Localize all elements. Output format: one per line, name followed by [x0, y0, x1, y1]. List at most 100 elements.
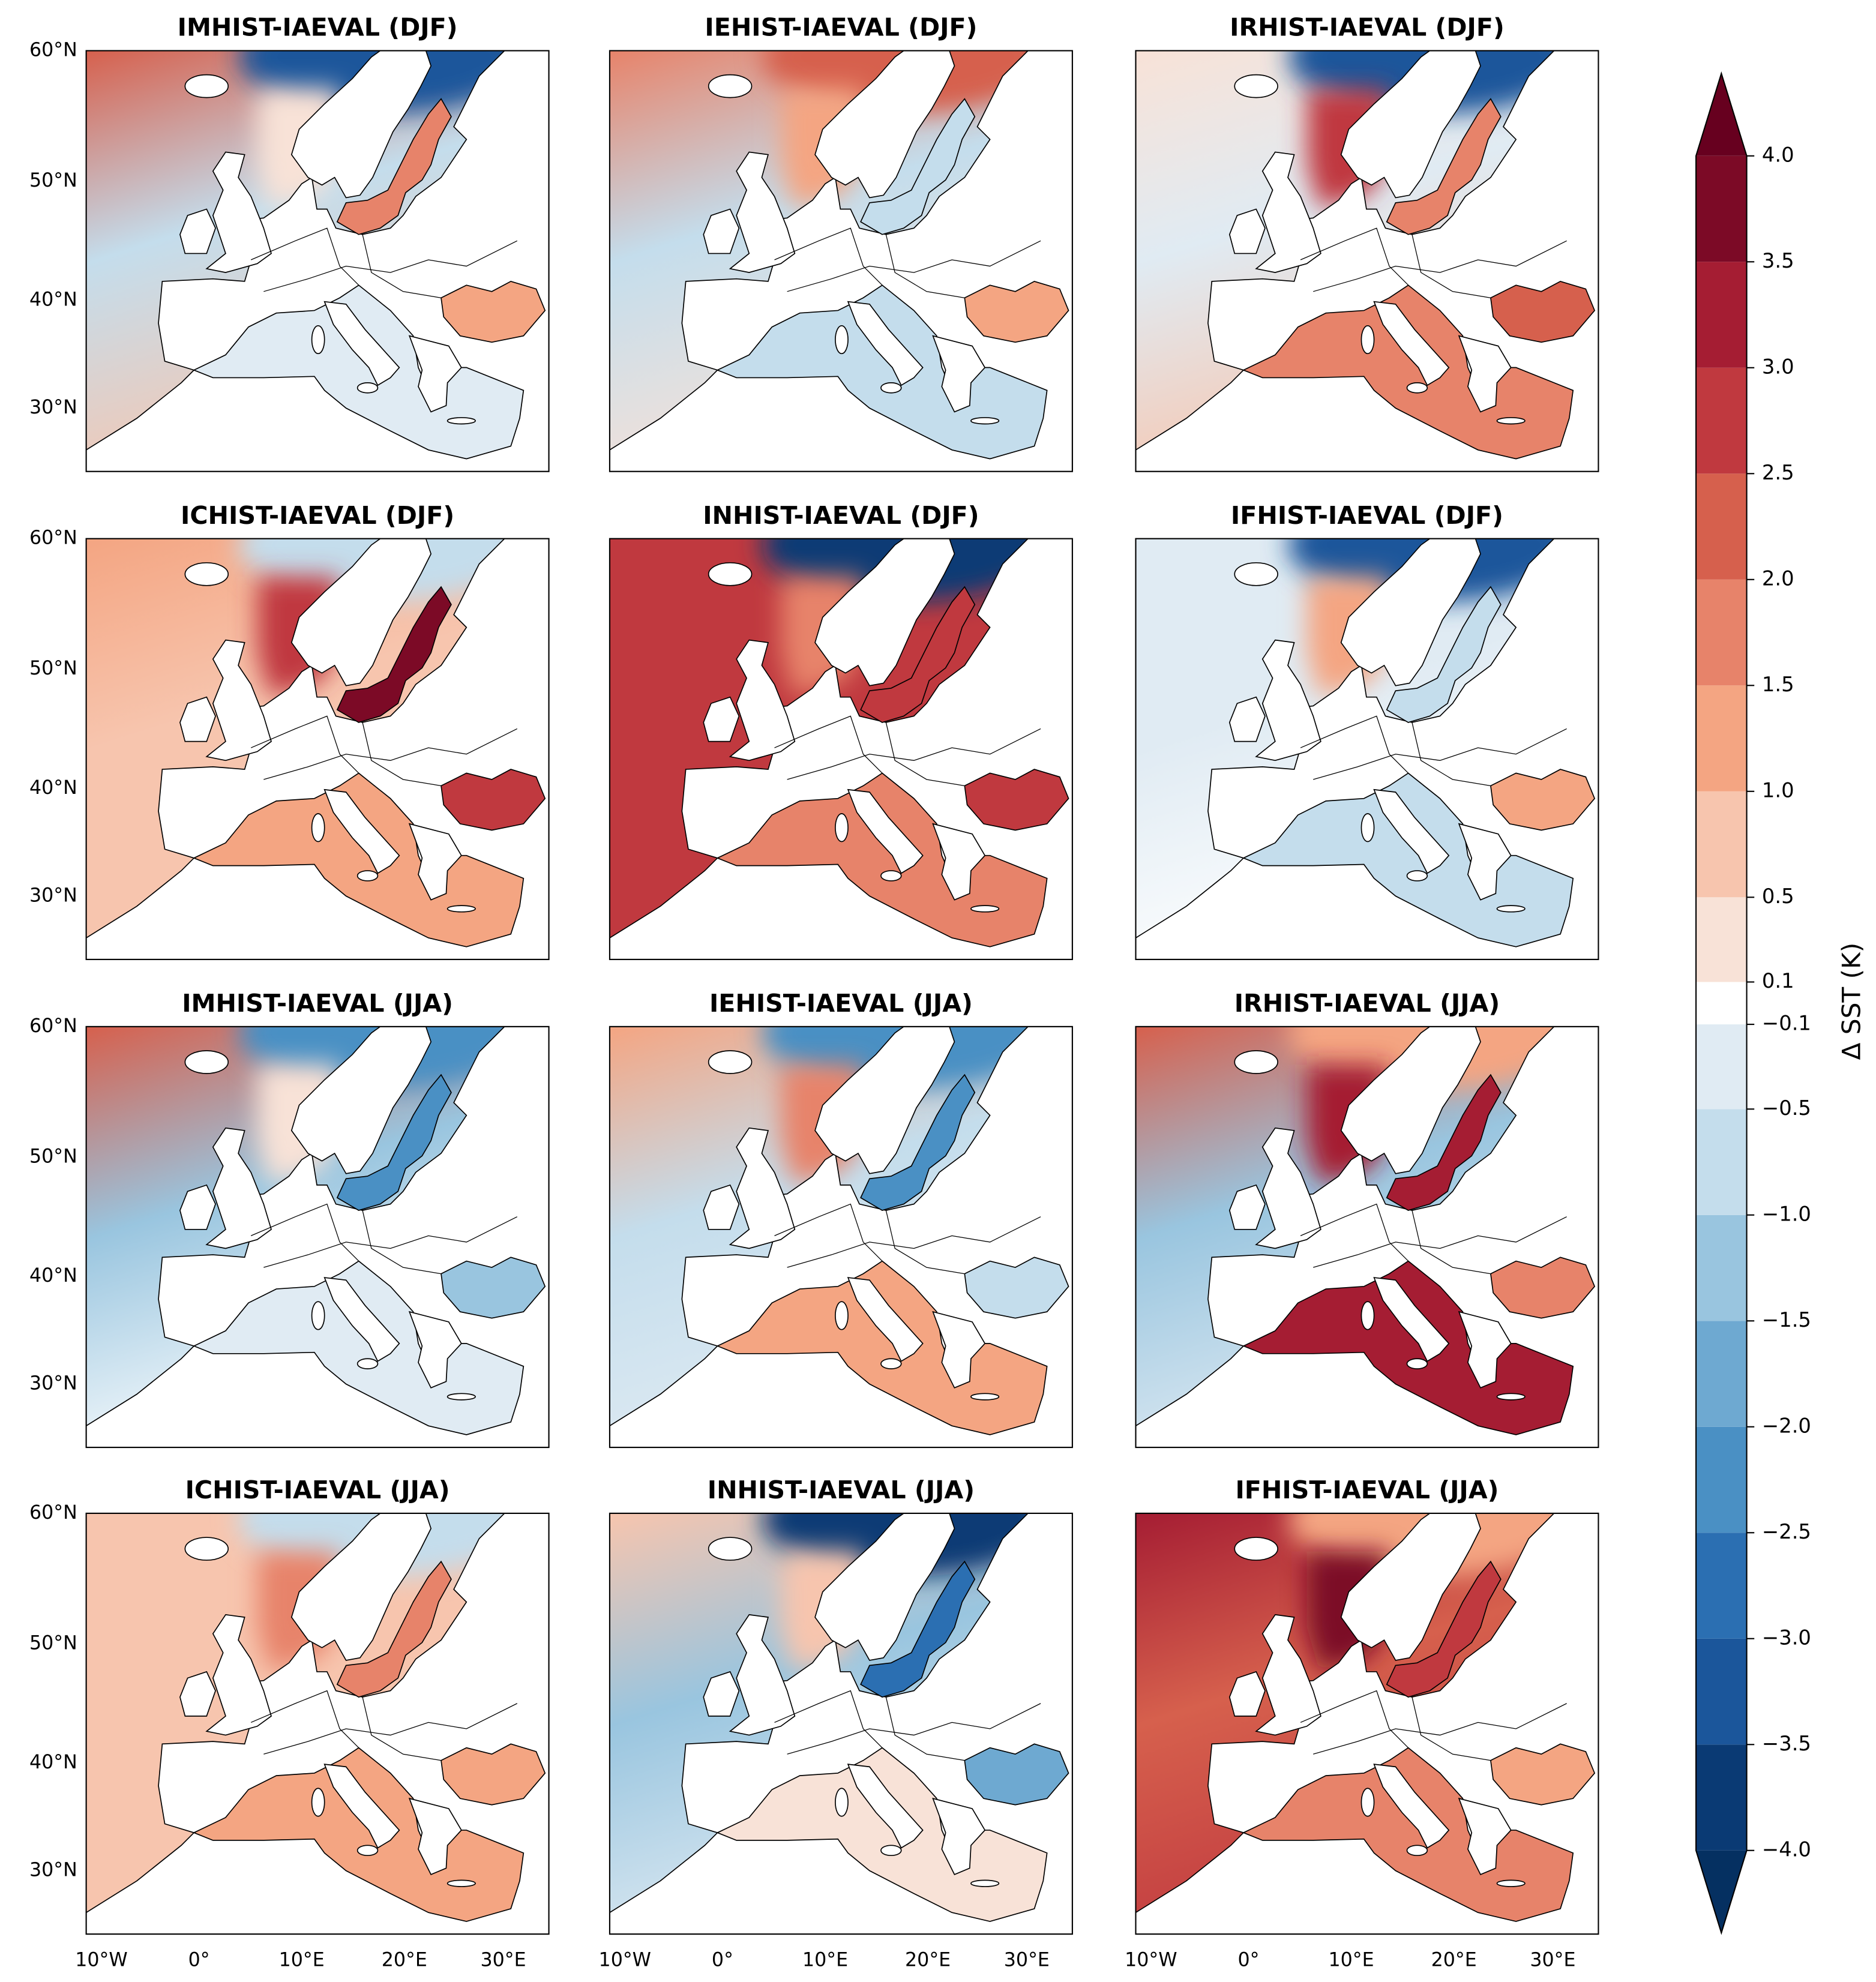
- land: [408, 1797, 462, 1875]
- island: [1406, 870, 1428, 881]
- lat-label: 30°N: [29, 884, 77, 906]
- lat-label: 40°N: [29, 289, 77, 311]
- border: [1300, 715, 1409, 773]
- land: [847, 788, 924, 874]
- land: [703, 1184, 740, 1230]
- border: [1300, 1203, 1409, 1262]
- mediterranean: [193, 1260, 525, 1435]
- land: [205, 1614, 272, 1736]
- border: [263, 1703, 518, 1755]
- land: [1340, 538, 1481, 686]
- land: [1373, 301, 1450, 386]
- black-sea: [1490, 280, 1596, 343]
- colorbar-tick-label: 1.5: [1762, 673, 1794, 696]
- black-sea: [440, 1257, 546, 1319]
- island: [835, 1301, 849, 1330]
- colorbar-tick-label: −0.1: [1762, 1012, 1811, 1035]
- lat-label: 60°N: [29, 1015, 77, 1037]
- map-content: [609, 1513, 1072, 1935]
- panel-title: IMHIST-IAEVAL (JJA): [182, 989, 453, 1018]
- border: [263, 240, 518, 292]
- island: [1406, 382, 1428, 394]
- colorbar-bin: [1696, 1744, 1747, 1851]
- land: [179, 696, 216, 742]
- panel-title: IFHIST-IAEVAL (DJF): [1231, 501, 1503, 530]
- land: [1340, 1026, 1481, 1174]
- map-panel: [1135, 1026, 1599, 1449]
- map-panel: [85, 1026, 550, 1449]
- colorbar-tick-label: 1.0: [1762, 778, 1794, 802]
- land: [1255, 151, 1321, 273]
- baltic-sea: [1386, 586, 1502, 723]
- island: [970, 417, 1000, 425]
- lon-label: 30°E: [480, 1950, 526, 1971]
- black-sea: [1490, 1257, 1596, 1319]
- baltic-sea: [860, 1560, 976, 1698]
- baltic-sea: [336, 586, 452, 723]
- colorbar-tick-label: −3.0: [1762, 1626, 1811, 1649]
- island: [1496, 417, 1526, 425]
- black-sea: [964, 1257, 1069, 1319]
- lon-label: 10°E: [802, 1950, 848, 1971]
- land: [1228, 696, 1266, 742]
- black-sea: [964, 280, 1069, 343]
- colorbar-tick-label: −0.5: [1762, 1096, 1811, 1120]
- colorbar-bin: [1696, 155, 1747, 262]
- mediterranean: [716, 772, 1048, 947]
- lon-label: 10°E: [1328, 1950, 1374, 1971]
- panel-frame: [1135, 538, 1599, 960]
- panel-frame: [85, 50, 550, 472]
- land: [323, 1277, 400, 1362]
- border: [250, 227, 359, 286]
- land: [1255, 1614, 1321, 1736]
- land: [1458, 335, 1512, 413]
- border: [885, 1210, 965, 1275]
- border: [787, 1216, 1041, 1268]
- border: [250, 1690, 359, 1749]
- panel-title: ICHIST-IAEVAL (JJA): [185, 1476, 450, 1504]
- panel-frame: [609, 538, 1073, 960]
- colorbar-tick-label: 0.5: [1762, 884, 1794, 908]
- panel-frame: [85, 1026, 550, 1449]
- border: [1412, 1697, 1491, 1761]
- panel-title: IMHIST-IAEVAL (DJF): [178, 13, 458, 42]
- lat-label: 30°N: [29, 1860, 77, 1881]
- island: [356, 1358, 379, 1369]
- map-panel: [85, 50, 550, 472]
- island: [1360, 1301, 1375, 1330]
- land: [729, 151, 796, 273]
- island: [835, 813, 849, 842]
- lon-label: 20°E: [382, 1950, 427, 1971]
- lat-label: 40°N: [29, 1752, 77, 1773]
- island: [311, 1788, 325, 1817]
- land: [729, 1127, 796, 1249]
- panel-frame: [85, 538, 550, 960]
- land: [179, 1184, 216, 1230]
- land: [1228, 1671, 1266, 1717]
- colorbar-bin: [1696, 1215, 1747, 1321]
- black-sea: [440, 1743, 546, 1806]
- map-content: [1135, 1513, 1599, 1935]
- border: [362, 722, 442, 787]
- land: [847, 1764, 924, 1849]
- baltic-sea: [336, 98, 452, 235]
- colorbar-bin: [1696, 897, 1747, 982]
- colorbar-tick-label: −1.5: [1762, 1308, 1811, 1332]
- lat-label: 50°N: [29, 1146, 77, 1167]
- black-sea: [440, 769, 546, 831]
- border: [1313, 728, 1567, 780]
- island: [835, 1788, 849, 1817]
- border: [774, 1690, 883, 1749]
- island: [184, 74, 229, 98]
- island: [1496, 1393, 1526, 1401]
- lat-label: 60°N: [29, 1502, 77, 1524]
- island: [1360, 1788, 1375, 1817]
- border: [1412, 1210, 1491, 1275]
- land: [1340, 1513, 1481, 1661]
- panel-frame: [1135, 1026, 1599, 1449]
- map-content: [609, 1026, 1072, 1448]
- border: [774, 715, 883, 773]
- land: [323, 301, 400, 386]
- land: [703, 208, 740, 254]
- black-sea: [964, 1743, 1069, 1806]
